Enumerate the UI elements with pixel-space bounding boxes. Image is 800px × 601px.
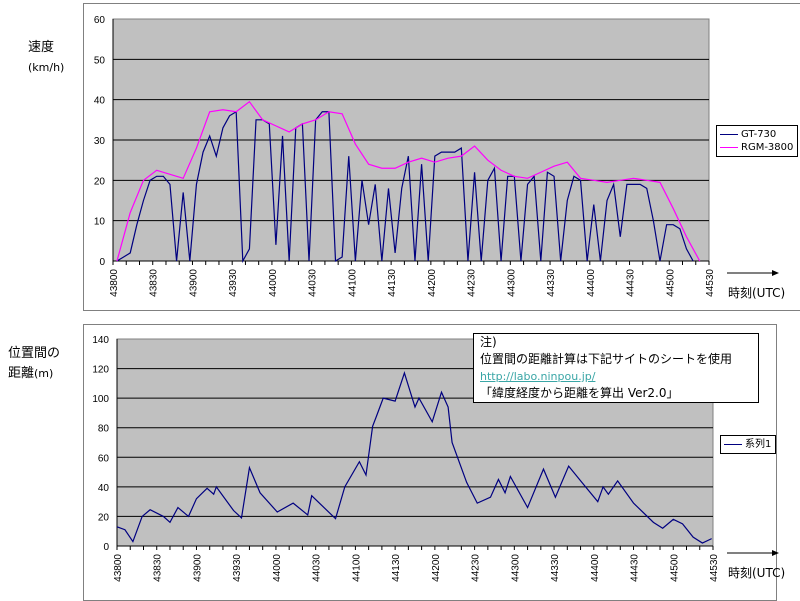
time-arrow-head <box>772 550 779 556</box>
y-tick-label: 60 <box>94 15 106 26</box>
y-tick-label: 30 <box>94 136 106 147</box>
distance-y-label: 位置間の <box>8 346 61 361</box>
speed-y-label: 速度 <box>28 40 55 55</box>
note-link[interactable]: http://labo.ninpou.jp/ <box>480 370 596 383</box>
distance-x-axis-title: 時刻(UTC) <box>728 566 786 580</box>
y-tick-label: 0 <box>99 257 105 268</box>
speed-y-axis-title: 速度 (km/h) <box>28 38 64 78</box>
x-tick-label: 43830 <box>153 554 164 582</box>
note-box: 注) 位置間の距離計算は下記サイトのシートを使用 http://labo.nin… <box>473 333 759 403</box>
legend-item-gt730: GT-730 <box>720 128 793 141</box>
y-tick-label: 40 <box>98 483 110 494</box>
note-sheet-name: 「緯度経度から距離を算出 Ver2.0」 <box>480 386 679 400</box>
speed-legend: GT-730 RGM-3800 <box>716 125 799 157</box>
x-tick-label: 43800 <box>109 269 120 297</box>
x-tick-label: 44200 <box>427 269 438 297</box>
y-tick-label: 20 <box>94 176 106 187</box>
x-tick-label: 44300 <box>510 554 521 582</box>
x-tick-label: 44300 <box>506 269 517 297</box>
x-tick-label: 44130 <box>387 269 398 297</box>
x-tick-label: 44330 <box>550 554 561 582</box>
y-tick-label: 80 <box>98 424 110 435</box>
x-tick-label: 44430 <box>626 269 637 297</box>
x-tick-label: 44530 <box>709 554 720 582</box>
series-line-RGM-3800 <box>116 100 701 262</box>
x-tick-label: 44400 <box>590 554 601 582</box>
x-tick-label: 44000 <box>272 554 283 582</box>
x-tick-label: 44000 <box>268 269 279 297</box>
y-tick-label: 0 <box>103 542 109 553</box>
y-tick-label: 120 <box>92 365 109 376</box>
y-tick-label: 10 <box>94 217 106 228</box>
time-arrow-head <box>772 270 779 276</box>
series-line-GT-730 <box>116 110 694 264</box>
x-tick-label: 43900 <box>192 554 203 582</box>
x-tick-label: 44430 <box>630 554 641 582</box>
x-tick-label: 43830 <box>149 269 160 297</box>
series-line-系列1 <box>116 371 712 544</box>
x-tick-label: 44530 <box>705 269 716 297</box>
x-tick-label: 43900 <box>188 269 199 297</box>
speed-y-unit: (km/h) <box>28 61 65 74</box>
x-tick-label: 44200 <box>431 554 442 582</box>
distance-y-label2: 距離 <box>8 366 35 381</box>
legend-label: GT-730 <box>741 129 777 140</box>
y-tick-label: 40 <box>94 96 106 107</box>
legend-label: 系列1 <box>745 439 772 450</box>
distance-y-unit: (m) <box>34 367 54 380</box>
y-tick-label: 100 <box>92 394 109 405</box>
note-heading: 注) <box>480 335 497 349</box>
x-tick-label: 44130 <box>391 554 402 582</box>
x-tick-label: 43930 <box>228 269 239 297</box>
y-tick-label: 50 <box>94 55 106 66</box>
x-tick-label: 44500 <box>669 554 680 582</box>
x-tick-label: 44330 <box>546 269 557 297</box>
x-tick-label: 44030 <box>312 554 323 582</box>
x-tick-label: 44230 <box>467 269 478 297</box>
x-tick-label: 44400 <box>586 269 597 297</box>
legend-item-rgm3800: RGM-3800 <box>720 141 793 154</box>
legend-item-series1: 系列1 <box>724 438 771 451</box>
y-tick-label: 20 <box>98 512 110 523</box>
distance-legend: 系列1 <box>720 435 777 454</box>
distance-y-axis-title: 位置間の 距離(m) <box>8 344 60 384</box>
y-tick-label: 60 <box>98 453 110 464</box>
x-tick-label: 43800 <box>113 554 124 582</box>
legend-label: RGM-3800 <box>741 142 794 153</box>
y-tick-label: 140 <box>92 335 109 346</box>
x-tick-label: 44030 <box>308 269 319 297</box>
x-tick-label: 44500 <box>665 269 676 297</box>
x-tick-label: 43930 <box>232 554 243 582</box>
x-tick-label: 44100 <box>347 269 358 297</box>
x-tick-label: 44100 <box>351 554 362 582</box>
speed-x-axis-title: 時刻(UTC) <box>728 286 786 300</box>
note-text: 位置間の距離計算は下記サイトのシートを使用 <box>480 352 733 366</box>
x-tick-label: 44230 <box>471 554 482 582</box>
